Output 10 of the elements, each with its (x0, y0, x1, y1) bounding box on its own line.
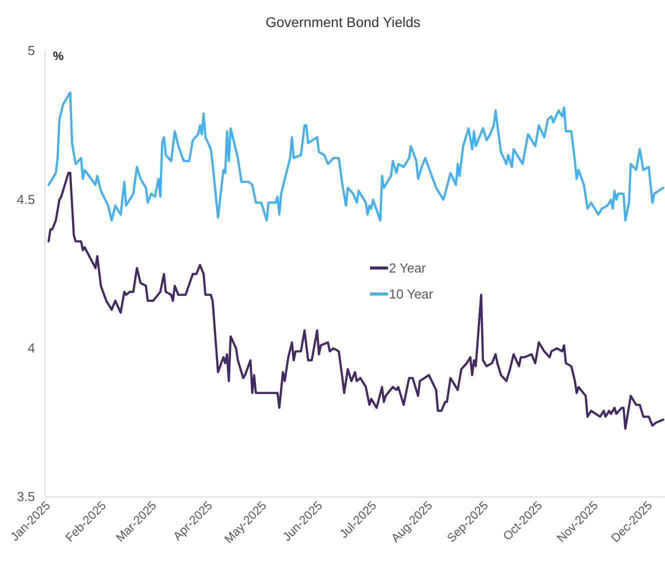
legend-label: 2 Year (389, 260, 427, 276)
y-tick-label: 4.5 (16, 192, 35, 207)
y-tick-label: 5 (28, 43, 35, 58)
y-axis-title: % (53, 49, 64, 63)
y-tick-label: 3.5 (16, 489, 35, 504)
y-tick-label: 4 (28, 340, 35, 356)
legend-label: 10 Year (389, 286, 434, 302)
line-series (48, 92, 664, 222)
line-series (48, 172, 664, 430)
chart-title: Government Bond Yields (266, 14, 420, 30)
